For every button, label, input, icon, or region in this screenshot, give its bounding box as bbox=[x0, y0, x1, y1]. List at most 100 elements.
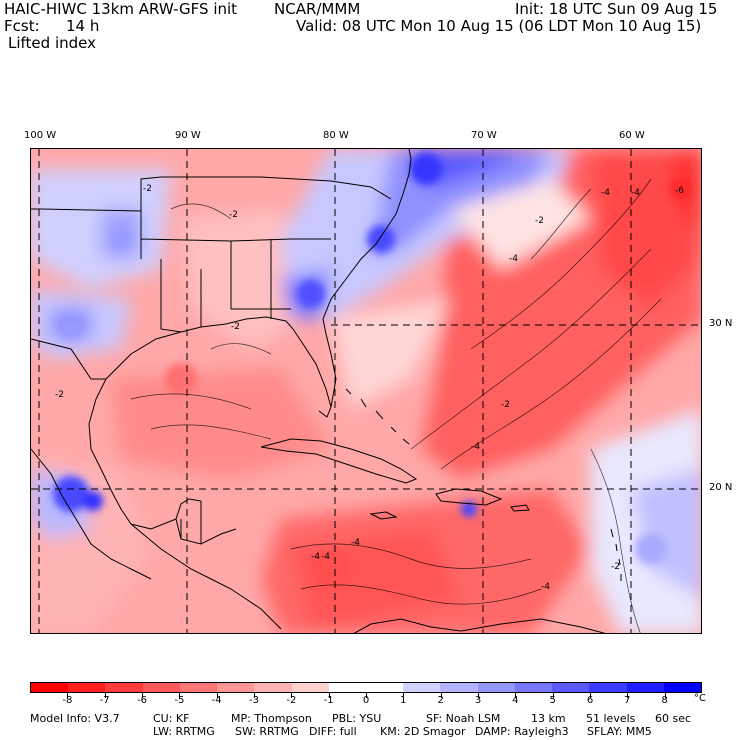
latlon-grid bbox=[31, 149, 701, 633]
time-step: 60 sec bbox=[655, 712, 692, 725]
colorbar-segment bbox=[328, 683, 366, 692]
colorbar-segment bbox=[440, 683, 478, 692]
surface-scheme: SF: Noah LSM bbox=[426, 712, 501, 725]
lifted-index-map: -2 -2 -4 -4 -2 -2 -4 -4 -6 -4 -4 -2 -2 -… bbox=[31, 149, 701, 633]
colorbar-label: 2 bbox=[437, 695, 444, 706]
colorbar-label: 5 bbox=[549, 695, 556, 706]
lon-label-100w: 100 W bbox=[24, 130, 57, 141]
colorbar-segment bbox=[68, 683, 106, 692]
colorbar-tick bbox=[664, 693, 666, 698]
colorbar-label: 8 bbox=[661, 695, 668, 706]
contour-label: -4 bbox=[601, 188, 610, 198]
contour-label: -4 bbox=[351, 538, 360, 548]
colorbar-segment bbox=[626, 683, 664, 692]
colorbar-label: 3 bbox=[474, 695, 482, 706]
colorbar-ticks bbox=[30, 693, 702, 699]
contour-label: -2 bbox=[55, 390, 64, 400]
colorbar-label: 6 bbox=[586, 695, 594, 706]
contour-label: -2 bbox=[143, 184, 152, 194]
colorbar-segment bbox=[589, 683, 627, 692]
org-label: NCAR/MMM bbox=[274, 0, 361, 18]
shortwave-scheme: SW: RRTMG bbox=[235, 725, 299, 738]
colorbar-segment bbox=[105, 683, 143, 692]
colorbar-label: 1 bbox=[400, 695, 407, 706]
colorbar-segment bbox=[291, 683, 329, 692]
surface-layer-scheme: SFLAY: MM5 bbox=[587, 725, 652, 738]
model-info: Model Info: V3.7 bbox=[30, 712, 120, 725]
damping-option: DAMP: Rayleigh3 bbox=[475, 725, 569, 738]
colorbar-tick bbox=[328, 693, 330, 698]
colorbar-tick bbox=[67, 693, 69, 698]
contour-label: -6 bbox=[675, 186, 684, 196]
contour-label: -4 bbox=[509, 254, 518, 264]
contour-label: -2 bbox=[501, 400, 510, 410]
cumulus-scheme: CU: KF bbox=[153, 712, 190, 725]
colorbar-label: -3 bbox=[249, 695, 259, 706]
colorbar-tick bbox=[515, 693, 517, 698]
colorbar-segment bbox=[142, 683, 180, 692]
contour-label: -4 bbox=[321, 552, 330, 562]
contour-label: -4 bbox=[631, 188, 640, 198]
colorbar-segment bbox=[403, 683, 441, 692]
colorbar-segment bbox=[31, 683, 69, 692]
colorbar-unit: °C bbox=[694, 693, 706, 704]
colorbar-label: -8 bbox=[62, 695, 73, 706]
contour-label: -4 bbox=[311, 552, 320, 562]
colorbar-segment bbox=[477, 683, 515, 692]
field-name: Lifted index bbox=[8, 34, 96, 52]
colorbar-tick bbox=[627, 693, 629, 698]
colorbar-segment bbox=[254, 683, 292, 692]
colorbar-label: -4 bbox=[211, 695, 222, 706]
colorbar-label: 7 bbox=[624, 695, 631, 706]
lat-label-30n: 30 N bbox=[709, 318, 733, 329]
colorbar-tick bbox=[590, 693, 591, 698]
eddy-coefficient-option: KM: 2D Smagor bbox=[380, 725, 466, 738]
colorbar-label: -1 bbox=[323, 695, 334, 706]
colorbar-tick bbox=[366, 693, 367, 698]
microphysics-scheme: MP: Thompson bbox=[231, 712, 312, 725]
colorbar-tick bbox=[552, 693, 554, 698]
lat-label-20n: 20 N bbox=[709, 482, 733, 493]
field-shading-detail bbox=[53, 153, 693, 589]
colorbar-tick bbox=[142, 693, 143, 698]
colorbar-segment bbox=[514, 683, 553, 692]
contour-label: -2 bbox=[535, 216, 544, 226]
lon-label-70w: 70 W bbox=[471, 130, 497, 141]
longwave-scheme: LW: RRTMG bbox=[153, 725, 215, 738]
colorbar-tick bbox=[440, 693, 442, 698]
contour-label: -4 bbox=[541, 582, 550, 592]
field-shading bbox=[31, 149, 701, 633]
colorbar-label: 4 bbox=[512, 695, 519, 706]
colorbar-tick bbox=[104, 693, 106, 698]
contour-label: -2 bbox=[611, 562, 620, 572]
colorbar-tick bbox=[478, 693, 479, 698]
grid-resolution: 13 km bbox=[531, 712, 566, 725]
valid-time: Valid: 08 UTC Mon 10 Aug 15 (06 LDT Mon … bbox=[296, 17, 702, 35]
contour-label: -4 bbox=[471, 442, 480, 452]
contour-label-group: -2 -2 -4 -4 -2 -2 -4 -4 -6 -4 -4 -2 -2 -… bbox=[55, 184, 684, 592]
model-title: HAIC-HIWC 13km ARW-GFS init bbox=[4, 0, 238, 18]
pbl-scheme: PBL: YSU bbox=[332, 712, 382, 725]
colorbar-segment bbox=[179, 683, 218, 692]
contour-label: -2 bbox=[229, 210, 238, 220]
diffusion-option: DIFF: full bbox=[309, 725, 357, 738]
forecast-label: Fcst: bbox=[4, 17, 40, 35]
colorbar-tick bbox=[179, 693, 181, 698]
colorbar-tick bbox=[291, 693, 293, 698]
colorbar bbox=[30, 682, 702, 693]
contour-lines bbox=[130, 178, 662, 633]
colorbar-label: -2 bbox=[286, 695, 297, 706]
lon-label-80w: 80 W bbox=[323, 130, 349, 141]
colorbar-tick bbox=[216, 693, 218, 698]
vertical-levels: 51 levels bbox=[586, 712, 636, 725]
contour-label: -2 bbox=[231, 322, 240, 332]
colorbar-label: -7 bbox=[99, 695, 110, 706]
lon-label-90w: 90 W bbox=[175, 130, 201, 141]
colorbar-segment bbox=[217, 683, 255, 692]
colorbar-segment bbox=[365, 683, 404, 692]
lon-label-60w: 60 W bbox=[619, 130, 645, 141]
init-time: Init: 18 UTC Sun 09 Aug 15 bbox=[515, 0, 718, 18]
colorbar-label: -6 bbox=[137, 695, 147, 706]
forecast-hour: 14 h bbox=[66, 17, 100, 35]
colorbar-segment bbox=[552, 683, 590, 692]
